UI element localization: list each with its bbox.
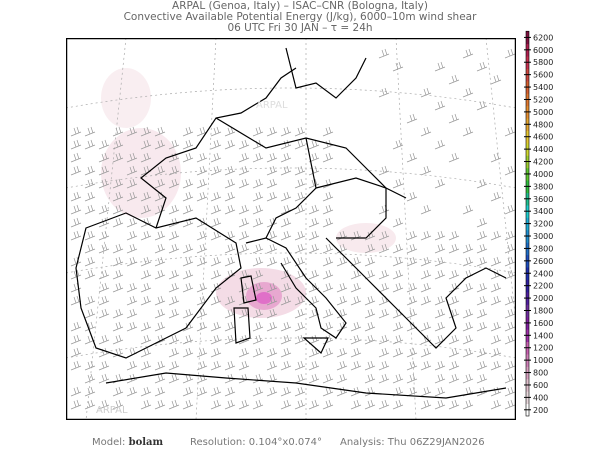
wind-barbs [70, 48, 516, 410]
coastlines [75, 47, 507, 399]
colorbar-label: 1600 [533, 319, 553, 328]
colorbar-label: 1200 [533, 344, 553, 353]
colorbar-label: 2600 [533, 257, 553, 266]
colorbar-label: 5600 [533, 71, 553, 80]
graticule [66, 38, 516, 420]
wind-barb [70, 48, 516, 410]
colorbar-label: 3400 [533, 207, 553, 216]
colorbar-label: 3800 [533, 182, 553, 191]
map-frame [66, 38, 516, 420]
colorbar-label: 5200 [533, 95, 553, 104]
colorbar-label: 400 [533, 393, 548, 402]
colorbar-label: 2800 [533, 244, 553, 253]
footer-analysis: Analysis: Thu 06Z29JAN2026 [340, 437, 485, 448]
colorbar-label: 1400 [533, 331, 553, 340]
colorbar-label: 3000 [533, 232, 553, 241]
watermark-text: ARPAL [256, 100, 288, 111]
colorbar-label: 3200 [533, 220, 553, 229]
model-label: Model: [92, 437, 126, 448]
colorbar-label: 5000 [533, 108, 553, 117]
colorbar-label: 3600 [533, 195, 553, 204]
footer-model: Model: bolam [92, 437, 163, 448]
colorbar-label: 4800 [533, 120, 553, 129]
colorbar-label: 4000 [533, 170, 553, 179]
colorbar-label: 1800 [533, 306, 553, 315]
colorbar-label: 6200 [533, 33, 553, 42]
colorbar-label: 5400 [533, 83, 553, 92]
colorbar-label: 4400 [533, 145, 553, 154]
colorbar-label: 2400 [533, 269, 553, 278]
colorbar-label: 600 [533, 381, 548, 390]
colorbar-label: 2000 [533, 294, 553, 303]
title-line-1: ARPAL (Genoa, Italy) – ISAC–CNR (Bologna… [172, 0, 428, 12]
colorbar-label: 4600 [533, 133, 553, 142]
title-line-2: Convective Available Potential Energy (J… [123, 11, 477, 23]
colorbar-label: 2200 [533, 282, 553, 291]
model-value: bolam [128, 437, 164, 448]
colorbar-label: 4200 [533, 158, 553, 167]
colorbar-label: 1000 [533, 356, 553, 365]
cape-max [256, 292, 272, 304]
colorbar: 200 400 600 800 1000 1200 1400 1600 1800 2000 2200… [524, 30, 553, 417]
watermark-text: ARPAL [96, 405, 128, 416]
cape-map: ARPAL ARPAL [66, 38, 516, 420]
colorbar-label: 5800 [533, 58, 553, 67]
colorbar-label: 800 [533, 369, 548, 378]
colorbar-label: 200 [533, 406, 548, 415]
footer-resolution: Resolution: 0.104°x0.074° [190, 437, 322, 448]
cape-shading [101, 68, 396, 318]
title-line-3: 06 UTC Fri 30 JAN – τ = 24h [227, 22, 373, 34]
colorbar-label: 6000 [533, 46, 553, 55]
